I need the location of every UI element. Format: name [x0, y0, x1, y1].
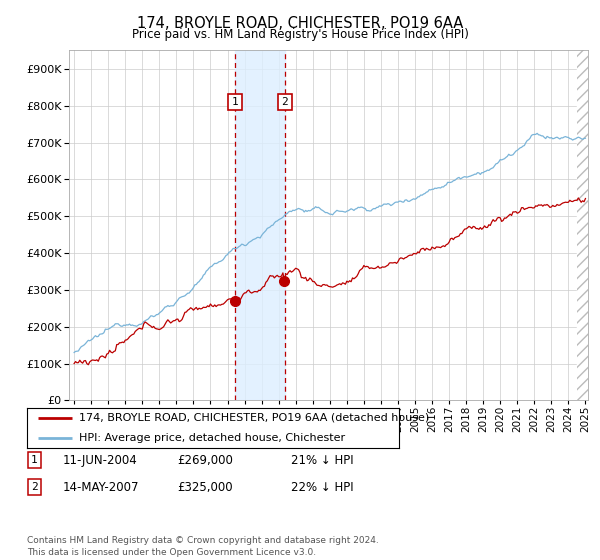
- Text: 2: 2: [31, 482, 38, 492]
- Text: 2: 2: [281, 97, 289, 107]
- Text: HPI: Average price, detached house, Chichester: HPI: Average price, detached house, Chic…: [79, 433, 345, 443]
- Text: 174, BROYLE ROAD, CHICHESTER, PO19 6AA: 174, BROYLE ROAD, CHICHESTER, PO19 6AA: [137, 16, 463, 31]
- Text: Price paid vs. HM Land Registry's House Price Index (HPI): Price paid vs. HM Land Registry's House …: [131, 28, 469, 41]
- Bar: [577, 50, 588, 400]
- Text: 1: 1: [232, 97, 238, 107]
- Text: 22% ↓ HPI: 22% ↓ HPI: [291, 480, 353, 494]
- Text: 21% ↓ HPI: 21% ↓ HPI: [291, 454, 353, 467]
- Bar: [577, 50, 588, 400]
- Text: Contains HM Land Registry data © Crown copyright and database right 2024.
This d: Contains HM Land Registry data © Crown c…: [27, 536, 379, 557]
- Bar: [235, 50, 285, 400]
- Text: 11-JUN-2004: 11-JUN-2004: [63, 454, 138, 467]
- Text: £325,000: £325,000: [177, 480, 233, 494]
- Text: 14-MAY-2007: 14-MAY-2007: [63, 480, 139, 494]
- Text: 1: 1: [31, 455, 38, 465]
- Text: £269,000: £269,000: [177, 454, 233, 467]
- Text: 174, BROYLE ROAD, CHICHESTER, PO19 6AA (detached house): 174, BROYLE ROAD, CHICHESTER, PO19 6AA (…: [79, 413, 430, 423]
